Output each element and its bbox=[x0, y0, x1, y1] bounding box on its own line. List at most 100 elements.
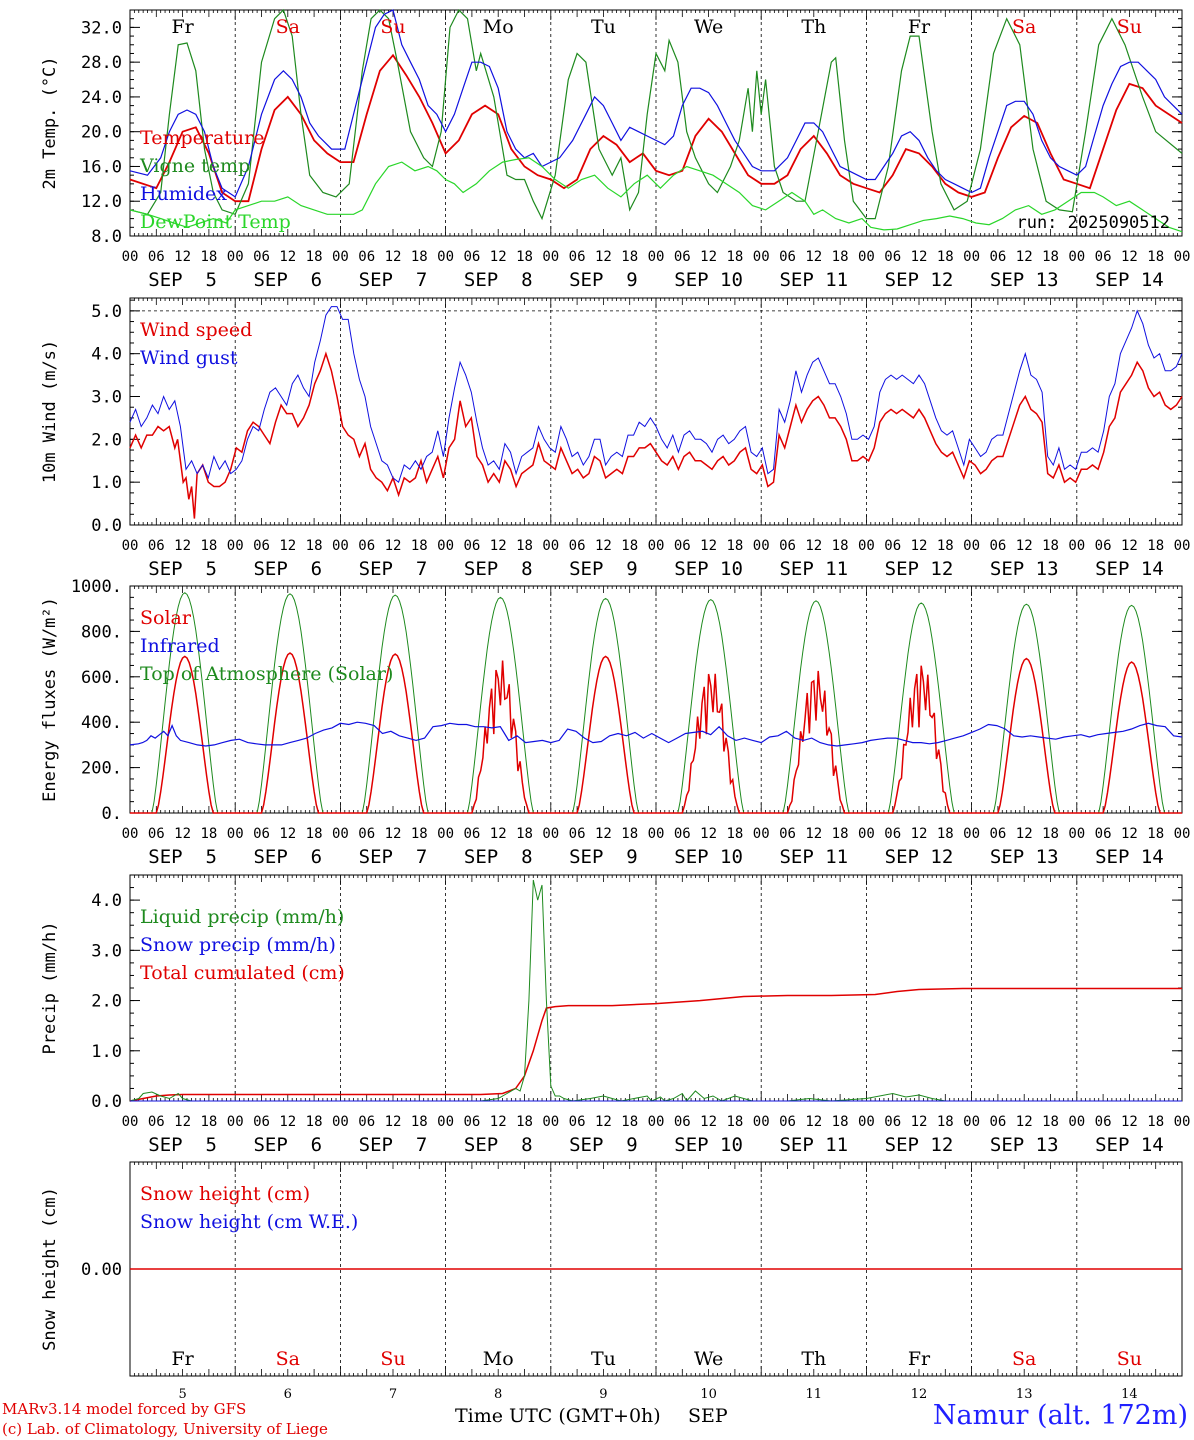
panel-4: 0.0 1.0 2.0 3.0 4.0 Precip (mm/h) Liquid preci… bbox=[40, 874, 1190, 1156]
hour-tick-label: 06 bbox=[989, 1114, 1006, 1130]
hour-tick-label: 00 bbox=[858, 249, 875, 265]
date-label: SEP 10 bbox=[674, 846, 743, 868]
date-label: SEP 9 bbox=[569, 1134, 638, 1156]
hour-tick-label: 06 bbox=[884, 1114, 901, 1130]
hour-tick-label: 06 bbox=[884, 538, 901, 554]
date-label: SEP 14 bbox=[1095, 1134, 1164, 1156]
hour-tick-label: 00 bbox=[858, 826, 875, 842]
y-tick-label: 5.0 bbox=[91, 302, 122, 322]
series-temperature bbox=[129, 53, 1183, 203]
day-name-14: Su bbox=[1117, 1348, 1142, 1370]
date-label: SEP 6 bbox=[253, 269, 322, 291]
series-total-cumulated-cm- bbox=[129, 987, 1182, 1102]
day-name-11: Th bbox=[801, 1348, 826, 1370]
hour-tick-label: 00 bbox=[437, 249, 454, 265]
y-tick-label: 3.0 bbox=[91, 388, 122, 408]
hour-tick-label: 06 bbox=[779, 1114, 796, 1130]
hour-tick-label: 18 bbox=[1147, 249, 1164, 265]
date-label: SEP 7 bbox=[359, 558, 428, 580]
date-label: SEP 5 bbox=[148, 269, 217, 291]
hour-tick-label: 12 bbox=[490, 826, 507, 842]
y-tick-label: 2.0 bbox=[91, 430, 122, 450]
hour-tick-label: 18 bbox=[937, 249, 954, 265]
hour-tick-label: 06 bbox=[358, 826, 375, 842]
y-tick-label: 32.0 bbox=[81, 18, 122, 38]
series-humidex bbox=[129, 9, 1183, 198]
hour-tick-label: 06 bbox=[884, 249, 901, 265]
y-tick-label: 0.00 bbox=[81, 1260, 122, 1280]
hour-tick-label: 00 bbox=[542, 1114, 559, 1130]
day-name-6: Sa bbox=[276, 16, 300, 38]
hour-tick-label: 12 bbox=[595, 1114, 612, 1130]
date-label: SEP 13 bbox=[990, 558, 1059, 580]
date-label: SEP 10 bbox=[674, 269, 743, 291]
legend-solar: Solar bbox=[140, 607, 192, 629]
date-label: SEP 8 bbox=[464, 558, 533, 580]
hour-tick-label: 00 bbox=[122, 249, 139, 265]
legend-wind-speed: Wind speed bbox=[140, 319, 252, 341]
hour-tick-label: 06 bbox=[463, 249, 480, 265]
hour-tick-label: 00 bbox=[858, 538, 875, 554]
hour-tick-label: 06 bbox=[253, 1114, 270, 1130]
date-label: SEP 7 bbox=[359, 846, 428, 868]
y-tick-label: 1.0 bbox=[91, 473, 122, 493]
hour-tick-label: 18 bbox=[411, 826, 428, 842]
hour-tick-label: 00 bbox=[753, 249, 770, 265]
series-vigne-temp bbox=[129, 8, 1183, 221]
day-name-6: Sa bbox=[276, 1348, 300, 1370]
hour-tick-label: 06 bbox=[253, 538, 270, 554]
date-label: SEP 12 bbox=[885, 846, 954, 868]
hour-tick-label: 18 bbox=[937, 1114, 954, 1130]
hour-tick-label: 06 bbox=[674, 249, 691, 265]
hour-tick-label: 00 bbox=[963, 1114, 980, 1130]
day-name-5: Fr bbox=[171, 16, 194, 38]
hour-tick-label: 06 bbox=[989, 538, 1006, 554]
legend-liquid-precip-mm-h-: Liquid precip (mm/h) bbox=[140, 906, 344, 928]
day-name-9: Tu bbox=[591, 1348, 616, 1370]
date-label: SEP 14 bbox=[1095, 846, 1164, 868]
date-label: SEP 10 bbox=[674, 1134, 743, 1156]
hour-tick-label: 12 bbox=[700, 826, 717, 842]
y-tick-label: 1000. bbox=[71, 577, 122, 597]
hour-tick-label: 12 bbox=[595, 249, 612, 265]
hour-tick-label: 18 bbox=[1042, 538, 1059, 554]
date-label: SEP 12 bbox=[885, 558, 954, 580]
hour-tick-label: 00 bbox=[437, 538, 454, 554]
hour-tick-label: 00 bbox=[227, 1114, 244, 1130]
hour-tick-label: 18 bbox=[516, 1114, 533, 1130]
y-tick-label: 16.0 bbox=[81, 157, 122, 177]
hour-tick-label: 12 bbox=[174, 249, 191, 265]
hour-tick-label: 12 bbox=[1016, 538, 1033, 554]
hour-tick-label: 00 bbox=[437, 826, 454, 842]
hour-tick-label: 18 bbox=[621, 538, 638, 554]
day-name-12: Fr bbox=[908, 1348, 931, 1370]
hour-tick-label: 00 bbox=[1174, 538, 1191, 554]
hour-tick-label: 06 bbox=[358, 538, 375, 554]
panel-3: 0. 200. 400. 600. 800. 1000. Energy fluxes (W/… bbox=[40, 577, 1190, 868]
y-tick-label: 0.0 bbox=[91, 516, 122, 536]
y-axis-label: 10m Wind (m/s) bbox=[40, 340, 60, 483]
hour-tick-label: 00 bbox=[753, 1114, 770, 1130]
date-label: SEP 13 bbox=[990, 269, 1059, 291]
hour-tick-label: 06 bbox=[1095, 538, 1112, 554]
hour-tick-label: 18 bbox=[726, 1114, 743, 1130]
hour-tick-label: 06 bbox=[358, 1114, 375, 1130]
hour-tick-label: 12 bbox=[700, 249, 717, 265]
hour-tick-label: 12 bbox=[595, 538, 612, 554]
lab-credit: (c) Lab. of Climatology, University of L… bbox=[2, 1420, 328, 1438]
hour-tick-label: 12 bbox=[1121, 249, 1138, 265]
x-axis-month: SEP bbox=[688, 1405, 728, 1427]
hour-tick-label: 00 bbox=[753, 538, 770, 554]
date-number: 6 bbox=[284, 1387, 292, 1402]
hour-tick-label: 18 bbox=[411, 1114, 428, 1130]
date-label: SEP 9 bbox=[569, 558, 638, 580]
hour-tick-label: 12 bbox=[385, 538, 402, 554]
day-name-13: Sa bbox=[1012, 1348, 1036, 1370]
hour-tick-label: 00 bbox=[122, 1114, 139, 1130]
day-name-5: Fr bbox=[171, 1348, 194, 1370]
hour-tick-label: 00 bbox=[437, 1114, 454, 1130]
hour-tick-label: 00 bbox=[227, 249, 244, 265]
hour-tick-label: 06 bbox=[779, 538, 796, 554]
date-label: SEP 11 bbox=[779, 846, 848, 868]
hour-tick-label: 06 bbox=[1095, 826, 1112, 842]
